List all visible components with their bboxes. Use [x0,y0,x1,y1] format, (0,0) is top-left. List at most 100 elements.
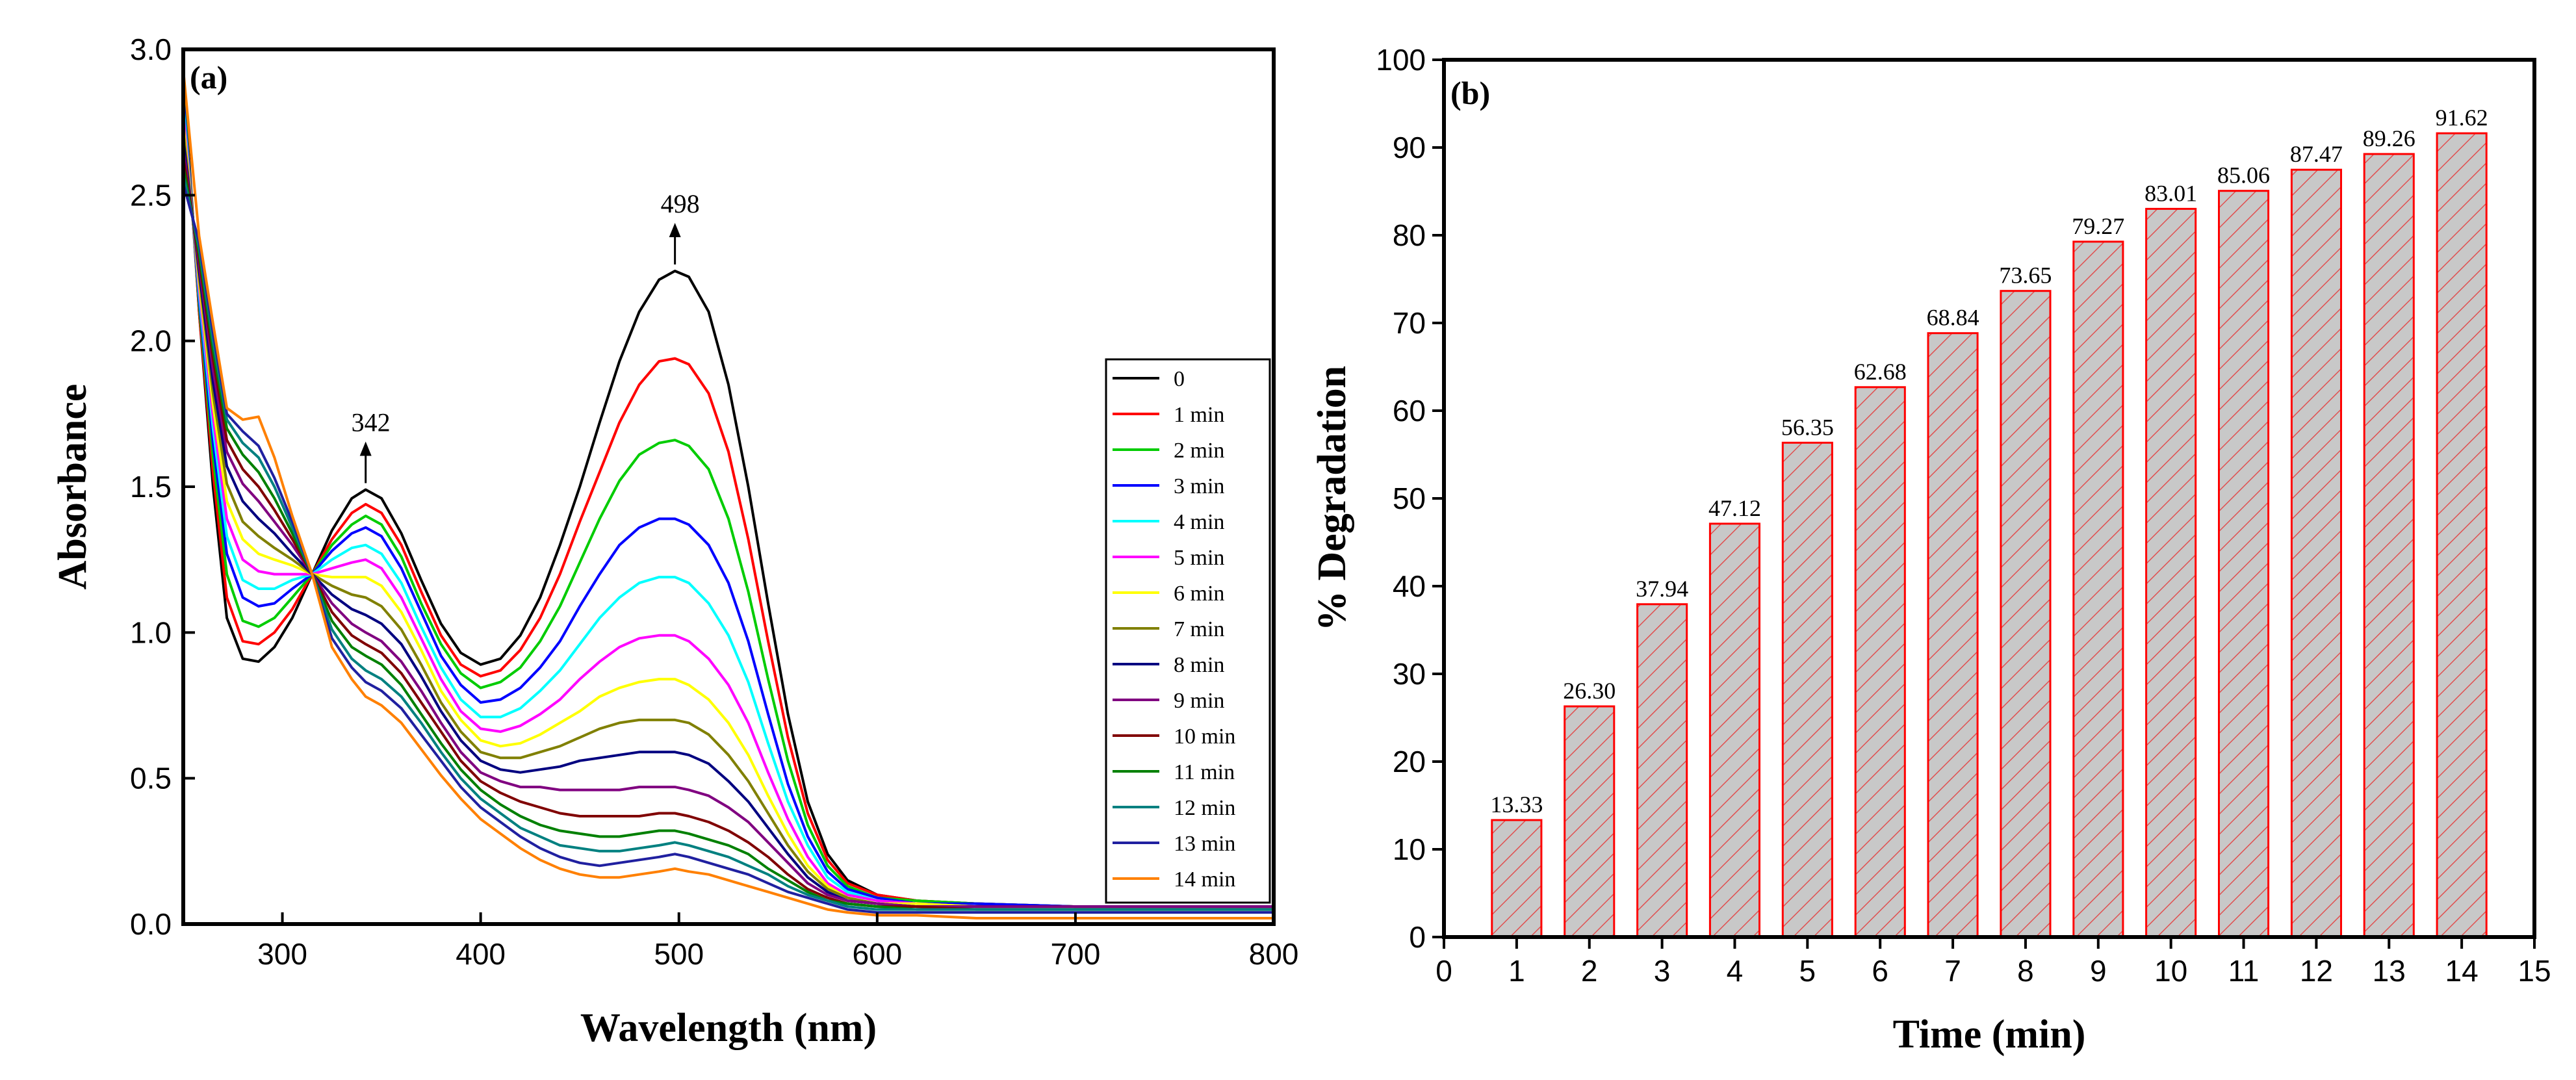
bar-2 [1564,705,1616,938]
x-tick-label: 6 [1872,954,1888,988]
x-axis-title: Wavelength (nm) [580,1006,877,1050]
bar-label-13: 89.26 [2363,125,2415,151]
bar-label-4: 47.12 [1708,495,1761,521]
y-axis-ticks: 0 10 20 30 40 50 60 70 80 90 100 [1376,43,1444,954]
x-tick-label: 9 [2090,954,2107,988]
panel-a-spectra: 300 400 500 600 700 800 0.0 0.5 1.0 1.5 2.0 2.5 3.0… [51,32,1298,1050]
bar-label-1: 13.33 [1490,791,1543,817]
series-line-9-min [182,148,1274,908]
bar-label-7: 68.84 [1927,305,1979,331]
bar-10 [2145,207,2197,938]
plot-frame [181,47,1276,926]
bar-4 [1708,522,1760,938]
x-tick-label: 7 [1944,954,1961,988]
x-axis-ticks: 300 400 500 600 700 800 [257,912,1298,971]
x-tick-label: 14 [2445,954,2479,988]
spectra-curves [182,70,1274,919]
legend-entry-12-min: 12 min [1174,796,1235,820]
legend-entry-5-min: 5 min [1174,546,1224,570]
bar-1 [1491,819,1543,938]
series-line-1-min [182,78,1274,908]
series-line-5-min [182,113,1274,908]
series-line-14-min [182,70,1274,919]
bar-label-5: 56.35 [1781,414,1834,440]
plot-frame [1442,58,2536,939]
x-tick-label: 0 [1436,954,1452,988]
x-tick-label: 12 [2300,954,2333,988]
y-axis-ticks: 0.0 0.5 1.0 1.5 2.0 2.5 3.0 [130,32,195,941]
bar-13 [2363,153,2415,938]
x-tick-label: 4 [1727,954,1744,988]
annotation-arrowhead [669,222,681,237]
legend-entry-1-min: 1 min [1174,403,1224,427]
bar-label-2: 26.30 [1563,678,1616,704]
bar-value-labels: 13.33 26.30 37.94 47.12 56.35 62.68 68.84 73.65… [1490,105,2488,817]
bar-label-6: 62.68 [1854,359,1907,385]
y-tick-label: 40 [1393,569,1426,603]
y-axis-title: Absorbance [51,384,95,590]
x-tick-label: 10 [2154,954,2187,988]
legend-entry-11-min: 11 min [1174,760,1235,784]
legend-entry-8-min: 8 min [1174,653,1224,677]
y-tick-label: 3.0 [130,32,172,66]
x-tick-label: 500 [654,937,704,971]
legend-entry-6-min: 6 min [1174,582,1224,606]
x-tick-label: 400 [456,937,506,971]
bar-label-9: 79.27 [2072,213,2124,239]
y-axis-title: % Degradation [1310,366,1354,631]
x-tick-label: 15 [2518,954,2551,988]
panel-b-degradation: 13.33 26.30 37.94 47.12 56.35 62.68 68.84 73.65… [1310,43,2551,1057]
legend-entry-14-min: 14 min [1174,868,1235,892]
series-line-0 [182,70,1274,908]
y-tick-label: 1.0 [130,615,172,649]
y-tick-label: 50 [1393,482,1426,515]
x-tick-label: 11 [2228,954,2260,988]
y-tick-label: 30 [1393,657,1426,691]
x-tick-label: 3 [1654,954,1671,988]
y-tick-label: 20 [1393,745,1426,778]
bar-12 [2290,168,2342,938]
series-line-6-min [182,122,1274,908]
x-tick-label: 1 [1508,954,1525,988]
bar-7 [1927,332,1979,938]
bar-14 [2436,132,2488,938]
series-line-12-min [182,174,1274,911]
bar-9 [2072,240,2124,938]
x-tick-label: 8 [2017,954,2034,988]
panel-label: (b) [1450,75,1490,111]
x-axis-ticks: 0 1 2 3 4 5 6 7 8 9 10 11 12 13 14 15 [1436,937,2551,988]
bars [1491,132,2488,938]
panel-label: (a) [190,59,227,96]
x-tick-label: 13 [2373,954,2406,988]
bar-6 [1854,386,1906,938]
legend-entry-10-min: 10 min [1174,725,1235,749]
series-line-2-min [182,87,1274,908]
y-tick-label: 60 [1393,394,1426,428]
x-tick-label: 600 [852,937,902,971]
legend-entry-0: 0 [1174,367,1185,391]
bar-5 [1781,441,1833,938]
legend-entry-2-min: 2 min [1174,439,1224,463]
y-tick-label: 0 [1409,920,1426,954]
legend-entry-7-min: 7 min [1174,617,1224,641]
bar-3 [1636,603,1688,938]
y-tick-label: 1.5 [130,470,172,504]
bar-label-11: 85.06 [2217,162,2270,188]
series-line-8-min [182,139,1274,908]
legend-entry-13-min: 13 min [1174,832,1235,856]
annotation-label: 498 [661,189,700,218]
x-axis-title: Time (min) [1893,1012,2086,1057]
y-tick-label: 100 [1376,43,1426,77]
bar-label-10: 83.01 [2145,180,2197,206]
series-line-7-min [182,131,1274,908]
legend-entry-3-min: 3 min [1174,474,1224,498]
series-line-4-min [182,105,1274,908]
series-line-3-min [182,96,1274,908]
x-tick-label: 2 [1581,954,1598,988]
legend-entry-9-min: 9 min [1174,689,1224,713]
bar-label-3: 37.94 [1636,576,1688,602]
y-tick-label: 70 [1393,306,1426,340]
bar-label-8: 73.65 [1999,263,2052,289]
y-tick-label: 2.0 [130,324,172,358]
